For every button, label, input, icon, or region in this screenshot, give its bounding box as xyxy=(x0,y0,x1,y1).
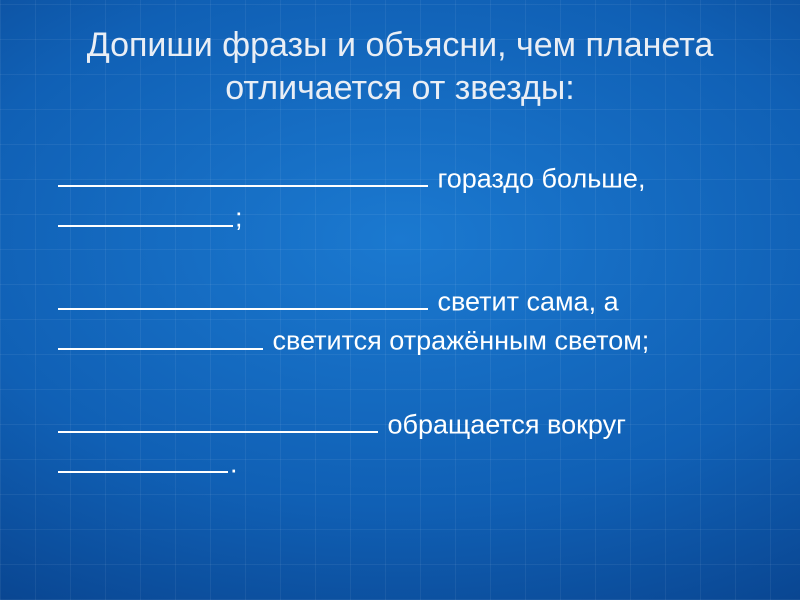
sentence-1: гораздо больше, ; xyxy=(56,157,744,236)
text-3b: . xyxy=(230,449,238,479)
blank-3b xyxy=(58,442,228,472)
text-2a: светит сама, а xyxy=(430,286,619,316)
text-1b: ; xyxy=(235,203,243,233)
blank-1b xyxy=(58,196,233,226)
sentence-2: светит сама, а светится отражённым свето… xyxy=(56,280,744,359)
blank-2b xyxy=(58,319,263,349)
slide-body: гораздо больше, ; светит сама, а светитс… xyxy=(56,157,744,482)
slide: Допиши фразы и объясни, чем планета отли… xyxy=(0,0,800,600)
text-1a: гораздо больше, xyxy=(430,163,645,193)
blank-3a xyxy=(58,403,378,433)
blank-1a xyxy=(58,157,428,187)
text-3a: обращается вокруг xyxy=(380,409,626,439)
blank-2a xyxy=(58,280,428,310)
slide-title: Допиши фразы и объясни, чем планета отли… xyxy=(56,24,744,109)
sentence-3: обращается вокруг . xyxy=(56,403,744,482)
text-2b: светится отражённым светом; xyxy=(265,326,649,356)
